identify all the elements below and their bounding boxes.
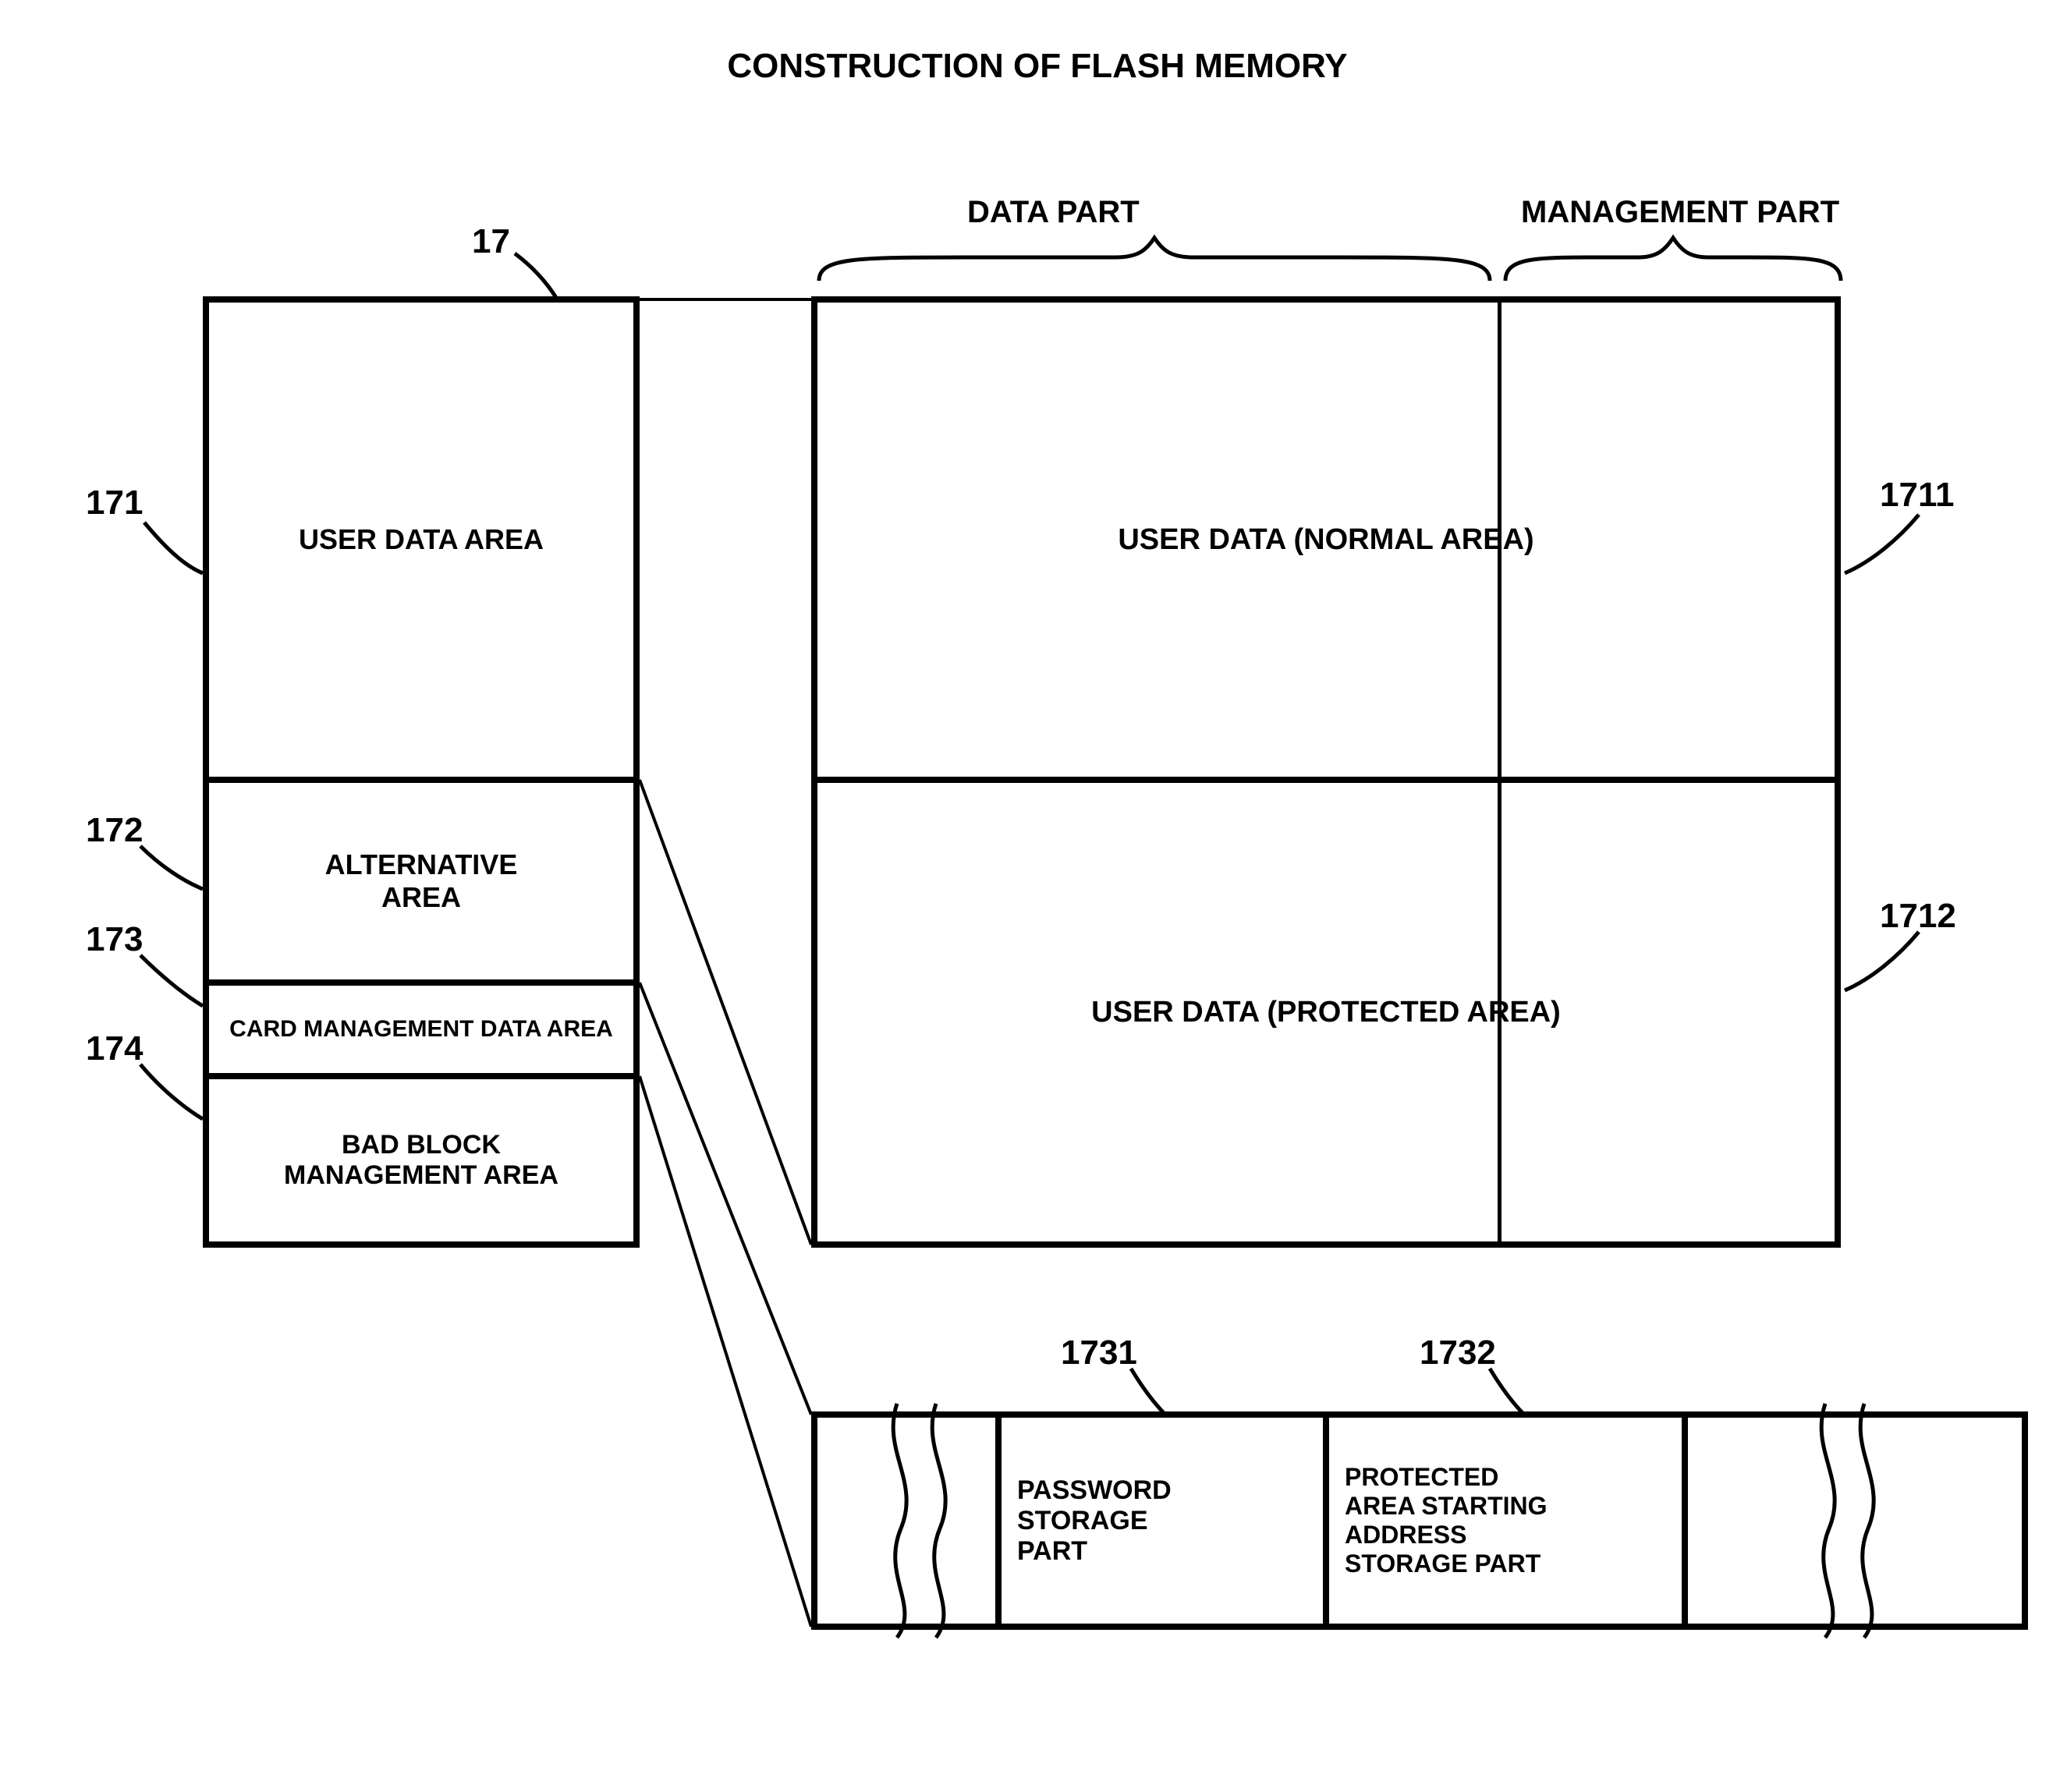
- left-row-3-text: BAD BLOCK MANAGEMENT AREA: [284, 1130, 558, 1191]
- ref-171-text: 171: [86, 483, 143, 522]
- ref-1732: 1732: [1420, 1333, 1496, 1372]
- title-text: CONSTRUCTION OF FLASH MEMORY: [727, 47, 1347, 85]
- ref-1712-text: 1712: [1880, 897, 1956, 935]
- bottom-cell-protected-addr: PROTECTED AREA STARTING ADDRESS STORAGE …: [1326, 1411, 1685, 1630]
- left-row-0-text: USER DATA AREA: [299, 523, 544, 556]
- ref-172: 172: [86, 811, 143, 850]
- ref-1711: 1711: [1880, 476, 1954, 515]
- bottom-cell-3: [1685, 1411, 2028, 1630]
- ref-17-text: 17: [472, 222, 510, 260]
- header-data-part-text: DATA PART: [967, 195, 1140, 229]
- left-row-2-text: CARD MANAGEMENT DATA AREA: [229, 1016, 613, 1043]
- header-management-part-text: MANAGEMENT PART: [1521, 195, 1839, 229]
- header-data-part: DATA PART: [967, 195, 1140, 230]
- ref-1712: 1712: [1880, 897, 1956, 936]
- ref-174-text: 174: [86, 1029, 143, 1068]
- left-row-bad-block: BAD BLOCK MANAGEMENT AREA: [203, 1076, 640, 1248]
- left-row-1-text: ALTERNATIVE AREA: [325, 848, 518, 914]
- ref-1731-text: 1731: [1061, 1333, 1137, 1372]
- left-row-card-management: CARD MANAGEMENT DATA AREA: [203, 983, 640, 1076]
- header-management-part: MANAGEMENT PART: [1521, 195, 1839, 230]
- ref-174: 174: [86, 1029, 143, 1068]
- left-row-user-data-area: USER DATA AREA: [203, 296, 640, 780]
- bottom-cell-password: PASSWORD STORAGE PART: [998, 1411, 1326, 1630]
- right-row-protected: USER DATA (PROTECTED AREA): [811, 780, 1841, 1248]
- ref-172-text: 172: [86, 811, 143, 849]
- right-row-0-text: USER DATA (NORMAL AREA): [1118, 523, 1533, 557]
- right-row-1-text: USER DATA (PROTECTED AREA): [1091, 996, 1561, 1029]
- bottom-cell-0: [811, 1411, 998, 1630]
- ref-1711-text: 1711: [1880, 476, 1954, 514]
- bottom-cell-2-text: PROTECTED AREA STARTING ADDRESS STORAGE …: [1345, 1463, 1548, 1578]
- ref-1732-text: 1732: [1420, 1333, 1496, 1372]
- ref-17: 17: [472, 222, 510, 261]
- right-row-normal: USER DATA (NORMAL AREA): [811, 296, 1841, 780]
- ref-173: 173: [86, 920, 143, 959]
- bottom-cell-1-text: PASSWORD STORAGE PART: [1017, 1475, 1172, 1567]
- ref-173-text: 173: [86, 920, 143, 958]
- left-row-alternative-area: ALTERNATIVE AREA: [203, 780, 640, 983]
- ref-1731: 1731: [1061, 1333, 1137, 1372]
- diagram-title: CONSTRUCTION OF FLASH MEMORY: [569, 47, 1505, 86]
- diagram-canvas: CONSTRUCTION OF FLASH MEMORY DATA PART M…: [31, 31, 2036, 1761]
- ref-171: 171: [86, 483, 143, 522]
